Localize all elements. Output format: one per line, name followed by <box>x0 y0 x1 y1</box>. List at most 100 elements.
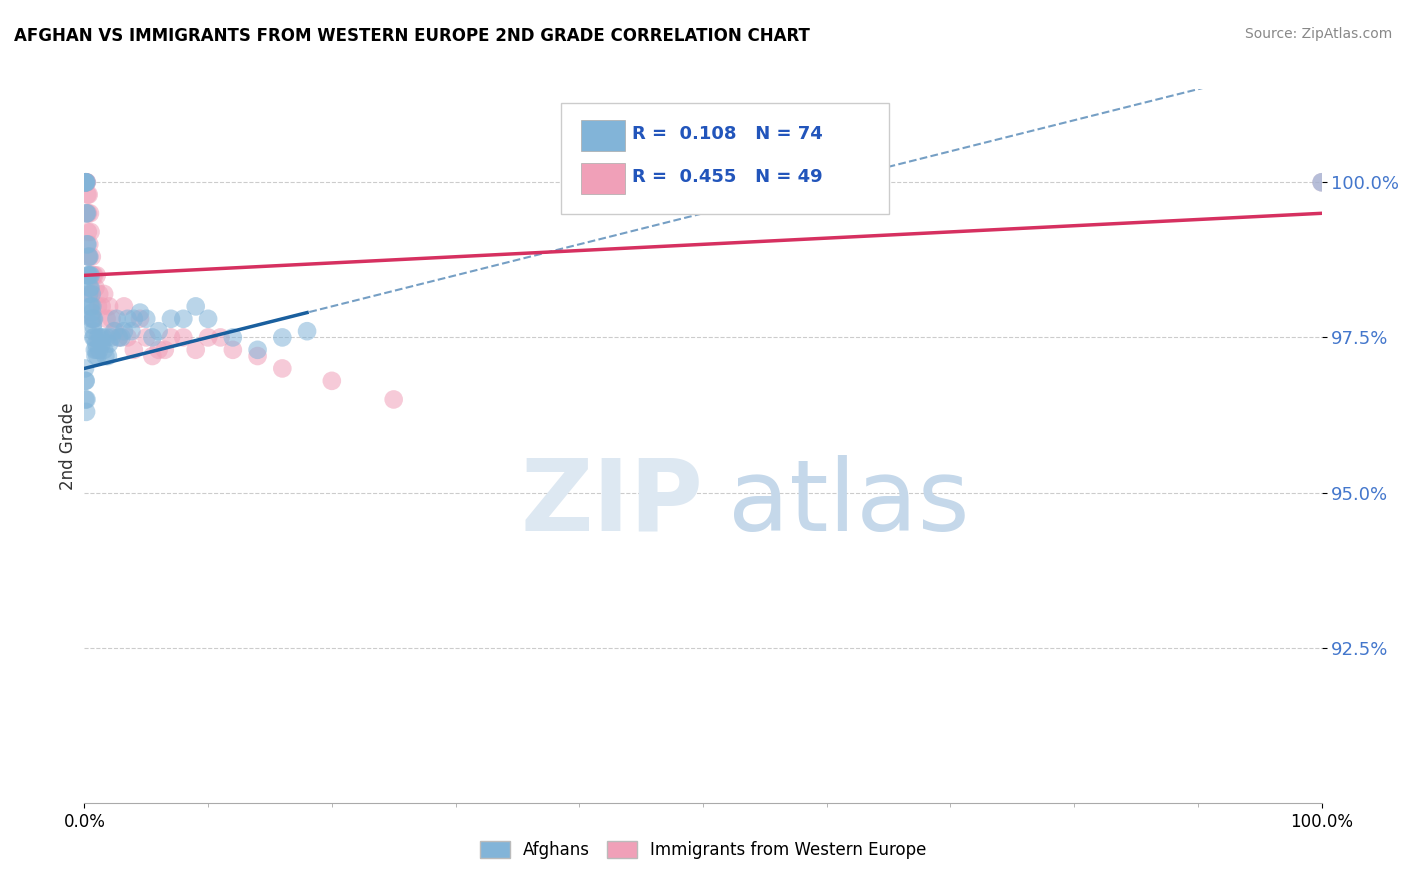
Point <box>90 299 112 313</box>
Point <box>75 175 97 189</box>
Point <box>100 311 122 326</box>
Point <box>79 206 101 220</box>
Point <box>122 343 145 357</box>
Point <box>76 175 98 189</box>
Point <box>77 250 100 264</box>
Point <box>79 281 101 295</box>
Point <box>89 287 111 301</box>
Point <box>75 175 97 189</box>
Point <box>93 343 115 357</box>
Point <box>93 287 115 301</box>
Legend: Afghans, Immigrants from Western Europe: Afghans, Immigrants from Western Europe <box>472 834 934 866</box>
Point <box>76 237 98 252</box>
Point <box>76 206 98 220</box>
Point <box>80 299 103 313</box>
Point <box>76 175 98 189</box>
Point <box>76 237 98 252</box>
Point <box>209 330 232 344</box>
Point <box>84 336 107 351</box>
Text: Source: ZipAtlas.com: Source: ZipAtlas.com <box>1244 27 1392 41</box>
Point <box>103 324 125 338</box>
Point <box>246 343 269 357</box>
Point <box>97 349 120 363</box>
Point <box>80 250 103 264</box>
Y-axis label: 2nd Grade: 2nd Grade <box>59 402 77 490</box>
Point <box>79 281 101 295</box>
Point <box>83 311 105 326</box>
Point <box>75 175 97 189</box>
Point <box>84 349 107 363</box>
Point <box>108 330 131 344</box>
Point <box>73 175 96 189</box>
Point <box>75 175 97 189</box>
Point <box>271 361 294 376</box>
Point <box>79 225 101 239</box>
Point <box>141 349 163 363</box>
Point <box>122 311 145 326</box>
Point <box>184 299 207 313</box>
Point <box>197 330 219 344</box>
Point <box>172 311 194 326</box>
Point <box>82 268 104 283</box>
Point <box>87 299 110 313</box>
Point <box>222 330 245 344</box>
Point <box>112 324 135 338</box>
Point <box>80 287 103 301</box>
Point <box>135 330 157 344</box>
Point <box>160 330 183 344</box>
Point <box>79 268 101 283</box>
Point <box>96 311 118 326</box>
Point <box>129 311 152 326</box>
Point <box>76 225 98 239</box>
Point <box>77 187 100 202</box>
Point <box>96 330 118 344</box>
Point <box>86 343 108 357</box>
Point <box>76 187 98 202</box>
Point <box>75 405 97 419</box>
Point <box>77 250 100 264</box>
Point <box>129 305 152 319</box>
Text: R =  0.108   N = 74: R = 0.108 N = 74 <box>633 125 824 143</box>
Point <box>110 330 132 344</box>
Point <box>75 392 97 407</box>
Point <box>117 330 139 344</box>
Point <box>184 343 207 357</box>
Point <box>104 324 127 338</box>
Point <box>148 324 170 338</box>
Point <box>83 268 105 283</box>
Point <box>82 311 104 326</box>
Point <box>83 311 105 326</box>
Point <box>172 330 194 344</box>
Point <box>91 330 114 344</box>
Point <box>160 311 183 326</box>
Point <box>77 206 100 220</box>
Point <box>135 311 157 326</box>
Point <box>100 330 122 344</box>
Point <box>79 237 101 252</box>
Point <box>197 311 219 326</box>
Point <box>86 268 108 283</box>
Point <box>76 206 98 220</box>
FancyBboxPatch shape <box>581 162 626 194</box>
Point <box>75 392 97 407</box>
Point <box>83 324 105 338</box>
Point <box>75 175 97 189</box>
Point <box>98 299 121 313</box>
Point <box>82 330 104 344</box>
Text: R =  0.455   N = 49: R = 0.455 N = 49 <box>633 168 823 186</box>
Point <box>120 324 142 338</box>
FancyBboxPatch shape <box>581 120 626 152</box>
Point <box>246 349 269 363</box>
Point <box>222 343 245 357</box>
Point <box>80 287 103 301</box>
FancyBboxPatch shape <box>561 103 889 214</box>
Point <box>73 361 96 376</box>
Text: ZIP: ZIP <box>520 455 703 551</box>
Point <box>1310 175 1333 189</box>
Point <box>89 343 111 357</box>
Point <box>108 330 131 344</box>
Point <box>83 343 105 357</box>
Point <box>82 318 104 332</box>
Point <box>148 343 170 357</box>
Point <box>75 175 97 189</box>
